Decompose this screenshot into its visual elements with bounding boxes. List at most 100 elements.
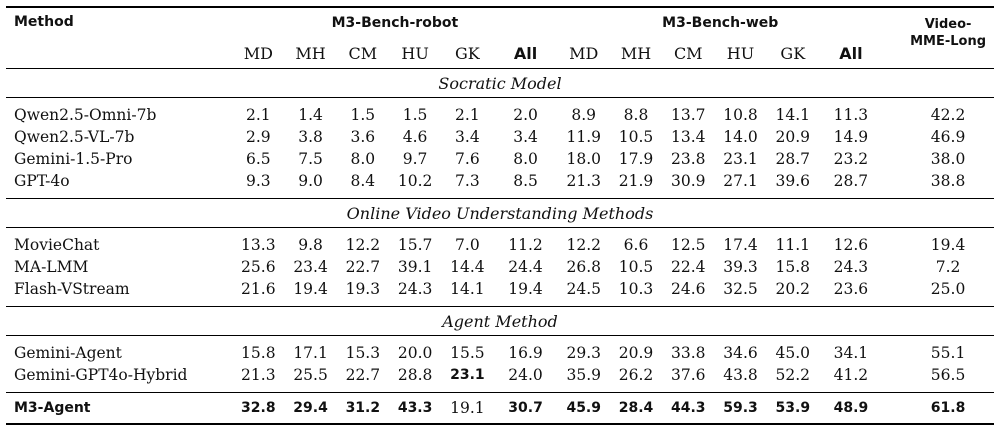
robot-cell: 7.6 (455, 150, 480, 168)
robot-cell: 8.4 (350, 172, 376, 190)
robot-cell: 9.0 (298, 172, 323, 190)
web-cell: 37.6 (671, 366, 706, 384)
web-subcol-all: All (839, 43, 863, 63)
web-subcol-md: MD (569, 43, 599, 63)
robot-cell: 13.3 (241, 236, 276, 254)
robot-cell: 25.5 (293, 366, 328, 384)
web-cell: 18.0 (566, 150, 601, 168)
robot-cell: 20.0 (397, 344, 433, 362)
web-cell: 10.3 (618, 280, 654, 298)
robot-cell: 3.8 (298, 128, 323, 146)
robot-cell: 7.0 (455, 236, 480, 254)
web-cell: 20.2 (775, 280, 811, 298)
method-name: M3-Agent (6, 392, 233, 425)
web-cell: 8.9 (571, 106, 597, 124)
method-name: MA-LMM (14, 258, 89, 276)
spacer-cell (883, 148, 902, 170)
robot-cell: 1.4 (298, 106, 323, 124)
web-cell: 34.6 (723, 344, 758, 362)
robot-cell: 22.7 (345, 258, 381, 276)
web-cell: 27.1 (723, 172, 758, 190)
web-cell: 26.2 (618, 366, 654, 384)
web-cell: 21.9 (618, 172, 654, 190)
robot-cell: 3.6 (350, 128, 376, 146)
web-cell: 41.2 (819, 364, 883, 386)
web-group-header: M3-Bench-web (557, 6, 883, 38)
robot-cell: 15.8 (241, 344, 276, 362)
section-title: Online Video Understanding Methods (6, 198, 994, 228)
web-cell: 8.8 (623, 106, 649, 124)
method-name: Qwen2.5-VL-7b (14, 128, 135, 146)
robot-cell: 24.4 (494, 256, 558, 278)
section-title: Agent Method (6, 306, 994, 336)
video-mme-cell: 19.4 (902, 234, 994, 256)
final-row: M3-Agent 32.8 29.4 31.2 43.3 19.1 30.7 45.9 28.4… (6, 392, 994, 425)
video-mme-cell: 38.0 (902, 148, 994, 170)
web-cell: 15.8 (775, 258, 811, 276)
video-mme-cell: 7.2 (902, 256, 994, 278)
robot-cell: 7.3 (455, 172, 480, 190)
robot-cell: 3.4 (494, 126, 558, 148)
table-row: Gemini-1.5-Pro 6.5 7.5 8.0 9.7 7.6 8.0 18.0 17.9… (6, 148, 994, 170)
robot-cell: 12.2 (345, 236, 381, 254)
video-mme-cell: 56.5 (902, 364, 994, 386)
robot-cell: 15.3 (345, 344, 381, 362)
robot-subcol-cm: CM (348, 43, 378, 63)
web-cell: 23.6 (819, 278, 883, 300)
method-name: GPT-4o (14, 172, 70, 190)
robot-subcol-md: MD (243, 43, 273, 63)
web-cell: 45.9 (557, 392, 610, 425)
spacer-cell (883, 364, 902, 386)
web-cell: 28.7 (819, 170, 883, 192)
method-header: Method (6, 6, 233, 69)
web-cell: 12.2 (566, 236, 601, 254)
video-mme-cell: 55.1 (902, 342, 994, 364)
robot-cell: 8.0 (494, 148, 558, 170)
robot-cell: 25.6 (241, 258, 276, 276)
robot-subcol-all: All (513, 43, 538, 63)
table-row: Qwen2.5-VL-7b 2.9 3.8 3.6 4.6 3.4 3.4 11.9 10.5 1… (6, 126, 994, 148)
robot-cell: 9.7 (402, 150, 428, 168)
robot-cell: 8.0 (350, 150, 376, 168)
web-cell: 44.3 (662, 392, 715, 425)
video-mme-header: Video- MME-Long (902, 6, 994, 69)
web-cell: 6.6 (623, 236, 649, 254)
robot-cell: 32.8 (232, 392, 285, 425)
robot-cell: 1.5 (402, 106, 428, 124)
video-mme-cell: 46.9 (902, 126, 994, 148)
web-cell: 23.8 (671, 150, 706, 168)
web-cell: 22.4 (671, 258, 706, 276)
web-cell: 28.7 (775, 150, 811, 168)
robot-cell: 2.1 (455, 106, 480, 124)
web-cell: 48.9 (818, 392, 883, 425)
robot-subcol-gk: GK (455, 43, 480, 63)
web-cell: 13.7 (671, 106, 706, 124)
robot-cell: 22.7 (345, 366, 381, 384)
table-row: Gemini-GPT4o-Hybrid 21.3 25.5 22.7 28.8 23.1 2… (6, 364, 994, 386)
robot-cell: 19.3 (345, 280, 381, 298)
robot-cell: 2.1 (245, 106, 271, 124)
table-row: GPT-4o 9.3 9.0 8.4 10.2 7.3 8.5 21.3 21.9 30.9 27.… (6, 170, 994, 192)
web-cell: 11.1 (775, 236, 811, 254)
web-cell: 14.1 (775, 106, 811, 124)
web-subcol-hu: HU (726, 43, 755, 63)
web-cell: 11.3 (819, 104, 883, 126)
web-cell: 30.9 (671, 172, 706, 190)
robot-cell: 43.3 (388, 392, 442, 425)
robot-cell: 39.1 (397, 258, 433, 276)
spacer-cell (883, 278, 902, 300)
robot-cell: 31.2 (336, 392, 389, 425)
web-cell: 12.6 (819, 234, 883, 256)
table-row: Flash-VStream 21.6 19.4 19.3 24.3 14.1 19.4 24.… (6, 278, 994, 300)
video-mme-cell: 25.0 (902, 278, 994, 300)
robot-cell: 9.8 (298, 236, 323, 254)
robot-cell: 6.5 (245, 150, 271, 168)
robot-cell: 2.0 (494, 104, 558, 126)
spacer-cell (883, 256, 902, 278)
table-row: MovieChat 13.3 9.8 12.2 15.7 7.0 11.2 12.2 6.6 12… (6, 234, 994, 256)
video-mme-cell: 61.8 (902, 392, 994, 425)
web-cell: 14.9 (819, 126, 883, 148)
method-name: Gemini-Agent (14, 344, 122, 362)
robot-cell: 29.4 (284, 392, 337, 425)
web-cell: 13.4 (671, 128, 706, 146)
